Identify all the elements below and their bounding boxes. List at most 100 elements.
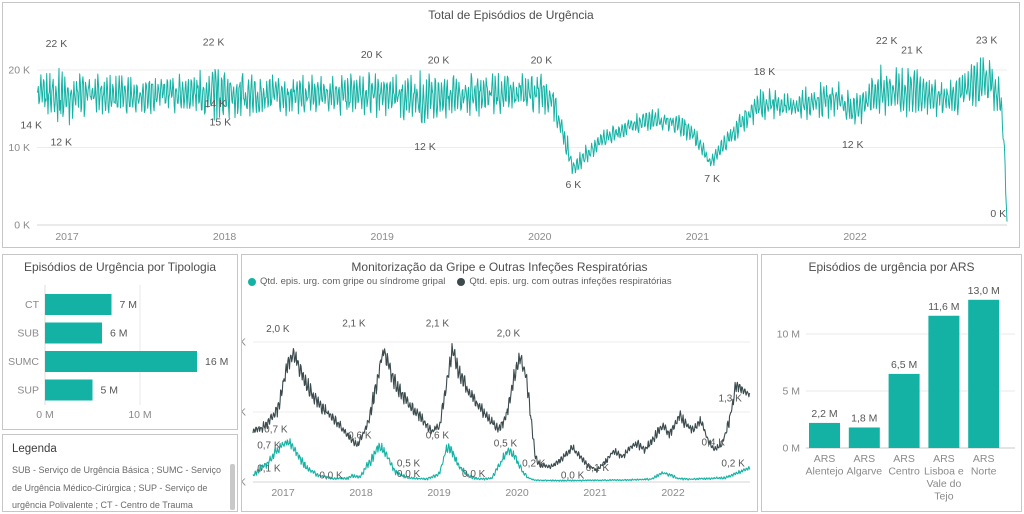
series-line[interactable] xyxy=(36,57,1008,222)
category-label: Lisboa e xyxy=(924,466,964,478)
data-label: 2,1 K xyxy=(426,319,450,330)
category-label: Tejo xyxy=(934,491,953,503)
tipologia-bar-chart[interactable]: 0 M 10 M CT 7 M SUB 6 M SUMC 16 M SUP 5 M xyxy=(3,255,237,429)
chart-legend: Qtd. epis. urg. com gripe ou síndrome gr… xyxy=(248,276,672,287)
y-axis-tick-label: 0 K xyxy=(242,477,246,489)
data-label: 18 K xyxy=(754,66,776,78)
data-label: 0,7 K xyxy=(257,440,281,451)
series-line[interactable] xyxy=(252,342,751,473)
total-episodios-line-chart[interactable]: 0 K 10 K 20 K 2017 2018 2019 2020 2021 2022 14 K 1… xyxy=(3,3,1019,247)
y-axis-tick-label: 20 K xyxy=(8,65,30,77)
data-label: 2,0 K xyxy=(266,324,290,335)
data-label: 13,0 M xyxy=(968,285,1000,297)
data-label: 0,4 K xyxy=(702,438,726,449)
y-axis-tick-label: 10 K xyxy=(8,142,30,154)
data-label: 14 K xyxy=(20,120,42,132)
data-label: 22 K xyxy=(876,35,898,47)
series-line[interactable] xyxy=(252,438,751,482)
legend-label-outras: Qtd. epis. urg. com outras infeções resp… xyxy=(469,276,672,287)
data-label: 1,3 K xyxy=(718,394,742,405)
x-axis-tick-label: 2018 xyxy=(213,231,237,243)
chart-title-ars: Episódios de urgência por ARS xyxy=(808,260,975,274)
data-label: 0,0 K xyxy=(462,469,486,480)
x-axis-tick-label: 0 M xyxy=(36,409,54,421)
legenda-scrollbar-thumb[interactable] xyxy=(230,464,235,510)
bar[interactable] xyxy=(968,299,1000,448)
x-axis-tick-label: 2021 xyxy=(686,231,710,243)
panel-tipologia: Episódios de Urgência por Tipologia 0 M 1… xyxy=(2,254,238,430)
data-label: 20 K xyxy=(531,54,553,66)
y-axis-tick-label: 0 K xyxy=(14,220,30,232)
panel-total-episodios: Total de Episódios de Urgência 0 K 10 K 20… xyxy=(2,2,1020,248)
y-axis-tick-label: 2 K xyxy=(242,337,246,349)
data-label: 0,5 K xyxy=(397,459,421,470)
legend-label-gripe: Qtd. epis. urg. com gripe ou síndrome gr… xyxy=(260,276,446,287)
category-label: ARS xyxy=(854,453,876,465)
data-label: 2,1 K xyxy=(342,319,366,330)
category-label: Alentejo xyxy=(806,466,844,478)
data-label: 0,7 K xyxy=(264,424,288,435)
x-axis-tick-label: 2022 xyxy=(843,231,867,243)
category-label: SUMC xyxy=(8,356,39,368)
chart-title-gripe: Monitorização da Gripe e Outras Infeções… xyxy=(351,260,648,274)
y-axis-tick-label: 10 M xyxy=(777,329,800,341)
category-label: ARS xyxy=(973,453,995,465)
bar[interactable] xyxy=(45,351,197,372)
panel-ars: Episódios de urgência por ARS 0 M 5 M 10 M… xyxy=(761,254,1022,512)
data-label: 12 K xyxy=(842,139,864,151)
bar[interactable] xyxy=(848,427,880,448)
bar[interactable] xyxy=(45,322,102,344)
category-label: ARS xyxy=(814,453,836,465)
gripe-line-chart[interactable]: 0 K 1 K 2 K 2017 2018 2019 2020 2021 2022 0,7 K 2,… xyxy=(242,255,757,511)
data-label: 1,8 M xyxy=(851,412,877,424)
x-axis-tick-label: 2019 xyxy=(371,231,395,243)
bar[interactable] xyxy=(928,315,960,448)
x-axis-tick-label: 10 M xyxy=(128,409,151,421)
x-axis-tick-label: 2018 xyxy=(349,487,373,499)
data-label: 12 K xyxy=(414,141,436,153)
x-axis-tick-label: 2017 xyxy=(55,231,79,243)
data-label: 20 K xyxy=(361,49,383,61)
data-label: 0,1 K xyxy=(586,463,610,474)
data-label: 0,6 K xyxy=(348,431,372,442)
x-axis-tick-label: 2020 xyxy=(528,231,552,243)
x-axis-tick-label: 2020 xyxy=(505,487,529,499)
x-axis-tick-label: 2022 xyxy=(661,487,685,499)
legend-item-gripe[interactable]: Qtd. epis. urg. com gripe ou síndrome gr… xyxy=(248,276,445,287)
data-label: 22 K xyxy=(203,37,225,49)
category-label: Norte xyxy=(971,466,997,478)
data-label: 0,1 K xyxy=(257,464,281,475)
data-label: 21 K xyxy=(901,44,923,56)
data-label: 23 K xyxy=(976,34,998,46)
legenda-title: Legenda xyxy=(12,443,57,455)
bar[interactable] xyxy=(888,373,920,448)
data-label: 15 K xyxy=(210,116,232,128)
panel-gripe: Monitorização da Gripe e Outras Infeções… xyxy=(241,254,758,512)
data-label: 7 M xyxy=(120,299,138,311)
y-axis-tick-label: 0 M xyxy=(782,443,800,455)
data-label: 0 K xyxy=(990,208,1006,220)
x-axis-tick-label: 2019 xyxy=(427,487,451,499)
panel-legenda: Legenda SUB - Serviço de Urgência Básica… xyxy=(2,434,238,512)
category-label: Centro xyxy=(888,466,920,478)
data-label: 2,2 M xyxy=(811,408,837,420)
data-label: 6 K xyxy=(566,179,582,191)
bar[interactable] xyxy=(45,379,93,401)
y-axis-tick-label: 5 M xyxy=(782,386,800,398)
category-label: CT xyxy=(25,299,40,311)
category-label: SUB xyxy=(17,328,39,340)
legenda-text: SUB - Serviço de Urgência Básica ; SUMC … xyxy=(12,465,222,511)
data-label: 7 K xyxy=(704,173,720,185)
bar[interactable] xyxy=(45,294,112,315)
legend-dot-teal-icon xyxy=(248,277,256,286)
x-axis-tick-label: 2021 xyxy=(583,487,607,499)
data-label: 11,6 M xyxy=(928,301,959,313)
y-axis-tick-label: 1 K xyxy=(242,407,246,419)
data-label: 20 K xyxy=(428,54,450,66)
legend-item-outras[interactable]: Qtd. epis. urg. com outras infeções resp… xyxy=(457,276,672,287)
data-label: 0,2 K xyxy=(721,459,745,470)
data-label: 14 K xyxy=(205,98,227,110)
bar[interactable] xyxy=(809,422,840,448)
data-label: 0,5 K xyxy=(494,438,518,449)
